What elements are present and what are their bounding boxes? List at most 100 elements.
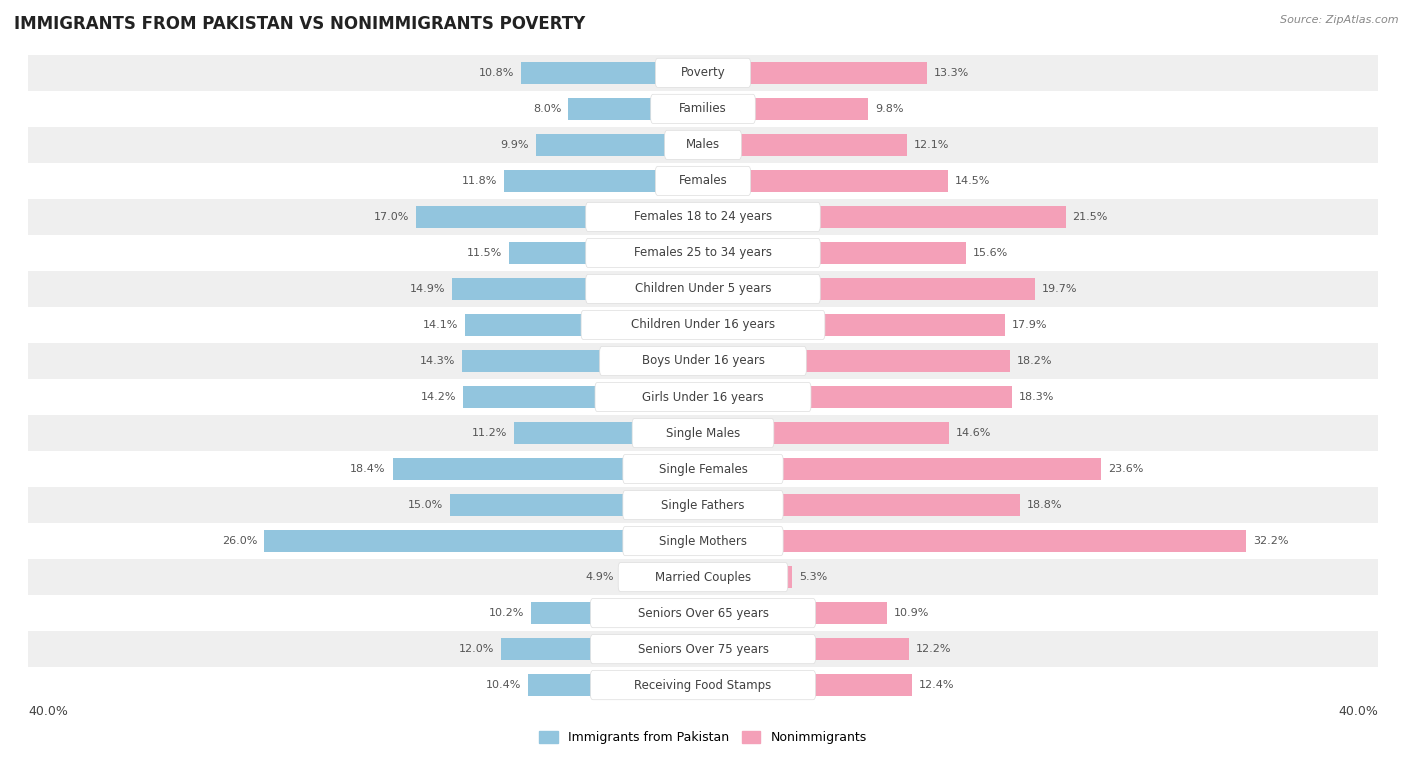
Bar	[28, 163, 1378, 199]
Bar	[703, 494, 1021, 516]
Text: 18.3%: 18.3%	[1018, 392, 1054, 402]
Bar	[28, 631, 1378, 667]
Bar	[509, 242, 703, 264]
FancyBboxPatch shape	[655, 58, 751, 87]
Text: 11.5%: 11.5%	[467, 248, 502, 258]
Text: 18.4%: 18.4%	[350, 464, 385, 474]
Bar	[703, 350, 1010, 371]
Text: Seniors Over 65 years: Seniors Over 65 years	[637, 606, 769, 619]
Text: Poverty: Poverty	[681, 67, 725, 80]
Text: Single Mothers: Single Mothers	[659, 534, 747, 547]
Text: 12.4%: 12.4%	[920, 680, 955, 690]
Text: Families: Families	[679, 102, 727, 115]
Bar	[703, 459, 1101, 480]
Text: Females: Females	[679, 174, 727, 187]
Bar	[28, 559, 1378, 595]
Bar	[464, 387, 703, 408]
Bar	[520, 62, 703, 83]
Bar	[28, 235, 1378, 271]
Bar	[703, 531, 1246, 552]
Text: 18.2%: 18.2%	[1017, 356, 1052, 366]
FancyBboxPatch shape	[619, 562, 787, 592]
FancyBboxPatch shape	[591, 599, 815, 628]
FancyBboxPatch shape	[599, 346, 807, 375]
Text: 12.2%: 12.2%	[915, 644, 950, 654]
Text: Females 25 to 34 years: Females 25 to 34 years	[634, 246, 772, 259]
Text: 21.5%: 21.5%	[1073, 212, 1108, 222]
Text: Females 18 to 24 years: Females 18 to 24 years	[634, 211, 772, 224]
Text: 9.8%: 9.8%	[875, 104, 904, 114]
Bar	[28, 487, 1378, 523]
Text: Boys Under 16 years: Boys Under 16 years	[641, 355, 765, 368]
Bar	[28, 595, 1378, 631]
Bar	[703, 387, 1012, 408]
Text: 14.9%: 14.9%	[409, 284, 444, 294]
Text: Married Couples: Married Couples	[655, 571, 751, 584]
Text: 4.9%: 4.9%	[585, 572, 613, 582]
Bar	[264, 531, 703, 552]
Text: 14.6%: 14.6%	[956, 428, 991, 438]
Bar	[703, 170, 948, 192]
Text: Single Fathers: Single Fathers	[661, 499, 745, 512]
Bar	[620, 566, 703, 588]
Text: 18.8%: 18.8%	[1026, 500, 1063, 510]
Legend: Immigrants from Pakistan, Nonimmigrants: Immigrants from Pakistan, Nonimmigrants	[540, 731, 866, 744]
Text: 12.0%: 12.0%	[458, 644, 494, 654]
Bar	[703, 242, 966, 264]
Text: 11.2%: 11.2%	[472, 428, 508, 438]
Text: 14.3%: 14.3%	[419, 356, 456, 366]
Text: 10.4%: 10.4%	[485, 680, 520, 690]
Text: 17.9%: 17.9%	[1012, 320, 1047, 330]
Text: 14.2%: 14.2%	[422, 392, 457, 402]
Bar	[461, 350, 703, 371]
Bar	[501, 638, 703, 660]
Text: 11.8%: 11.8%	[461, 176, 498, 186]
Bar	[28, 667, 1378, 703]
Bar	[703, 206, 1066, 227]
Bar	[527, 675, 703, 696]
Bar	[28, 379, 1378, 415]
FancyBboxPatch shape	[651, 94, 755, 124]
Text: 14.1%: 14.1%	[423, 320, 458, 330]
Bar	[703, 675, 912, 696]
Bar	[451, 278, 703, 299]
Text: 14.5%: 14.5%	[955, 176, 990, 186]
Bar	[28, 55, 1378, 91]
Bar	[703, 62, 928, 83]
FancyBboxPatch shape	[591, 671, 815, 700]
Text: 26.0%: 26.0%	[222, 536, 257, 546]
Bar	[416, 206, 703, 227]
Bar	[28, 451, 1378, 487]
Text: 40.0%: 40.0%	[1339, 705, 1378, 718]
Text: Source: ZipAtlas.com: Source: ZipAtlas.com	[1281, 15, 1399, 25]
FancyBboxPatch shape	[665, 130, 741, 159]
FancyBboxPatch shape	[581, 310, 825, 340]
Text: 5.3%: 5.3%	[799, 572, 827, 582]
FancyBboxPatch shape	[623, 527, 783, 556]
FancyBboxPatch shape	[586, 202, 820, 231]
FancyBboxPatch shape	[623, 455, 783, 484]
Text: 40.0%: 40.0%	[28, 705, 67, 718]
FancyBboxPatch shape	[586, 238, 820, 268]
Text: Single Males: Single Males	[666, 427, 740, 440]
Bar	[703, 278, 1035, 299]
Text: Receiving Food Stamps: Receiving Food Stamps	[634, 678, 772, 691]
Bar	[536, 134, 703, 155]
FancyBboxPatch shape	[633, 418, 773, 448]
Bar	[28, 415, 1378, 451]
Text: 23.6%: 23.6%	[1108, 464, 1143, 474]
Text: IMMIGRANTS FROM PAKISTAN VS NONIMMIGRANTS POVERTY: IMMIGRANTS FROM PAKISTAN VS NONIMMIGRANT…	[14, 15, 585, 33]
Text: 17.0%: 17.0%	[374, 212, 409, 222]
Text: 10.9%: 10.9%	[894, 608, 929, 618]
Bar	[465, 314, 703, 336]
Text: 19.7%: 19.7%	[1042, 284, 1077, 294]
Text: 15.0%: 15.0%	[408, 500, 443, 510]
Text: 32.2%: 32.2%	[1253, 536, 1288, 546]
FancyBboxPatch shape	[655, 166, 751, 196]
Text: Children Under 5 years: Children Under 5 years	[634, 283, 772, 296]
Bar	[28, 91, 1378, 127]
Bar	[515, 422, 703, 444]
Bar	[28, 307, 1378, 343]
FancyBboxPatch shape	[586, 274, 820, 303]
Text: 12.1%: 12.1%	[914, 140, 949, 150]
